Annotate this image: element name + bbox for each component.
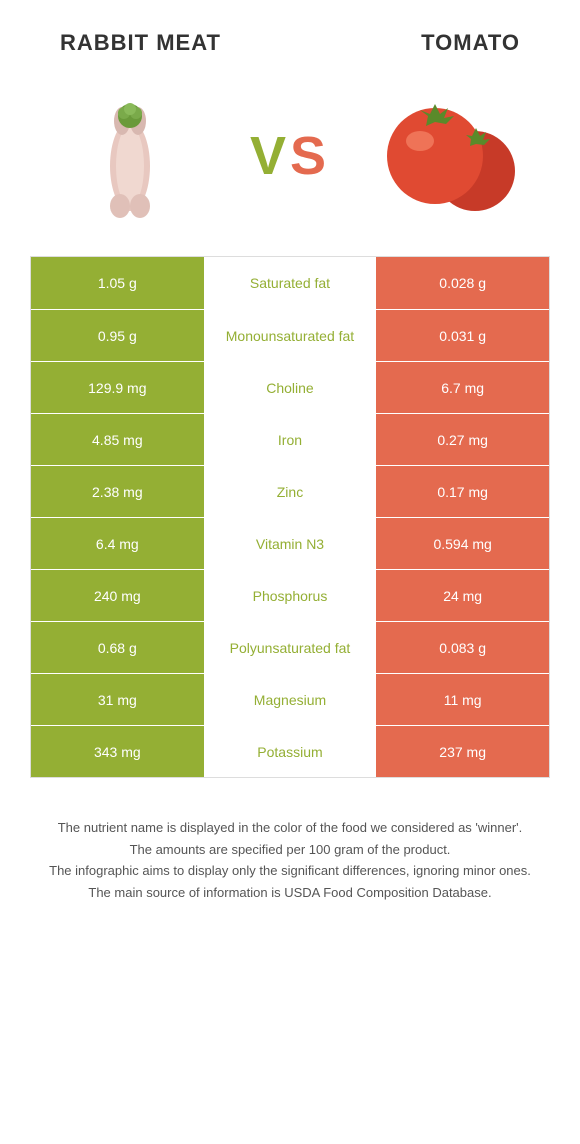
table-row: 31 mgMagnesium11 mg [31,673,549,725]
vs-label: VS [250,125,330,187]
vs-s: S [290,126,330,186]
nutrient-label: Vitamin N3 [204,518,377,569]
nutrient-label: Iron [204,414,377,465]
right-value: 0.028 g [376,257,549,309]
table-row: 240 mgPhosphorus24 mg [31,569,549,621]
left-value: 31 mg [31,674,204,725]
nutrient-label: Choline [204,362,377,413]
table-row: 343 mgPotassium237 mg [31,725,549,777]
right-value: 11 mg [376,674,549,725]
table-row: 6.4 mgVitamin N30.594 mg [31,517,549,569]
nutrient-label: Potassium [204,726,377,777]
vs-v: V [250,126,290,186]
footer-notes: The nutrient name is displayed in the co… [30,818,550,902]
right-value: 0.083 g [376,622,549,673]
table-row: 2.38 mgZinc0.17 mg [31,465,549,517]
table-row: 0.68 gPolyunsaturated fat0.083 g [31,621,549,673]
table-row: 4.85 mgIron0.27 mg [31,413,549,465]
nutrient-label: Polyunsaturated fat [204,622,377,673]
table-row: 129.9 mgCholine6.7 mg [31,361,549,413]
images-row: VS [30,76,550,256]
right-food-image [380,86,520,226]
header: RABBIT MEAT TOMATO [30,20,550,76]
left-value: 2.38 mg [31,466,204,517]
nutrient-label: Phosphorus [204,570,377,621]
table-row: 1.05 gSaturated fat0.028 g [31,257,549,309]
right-value: 24 mg [376,570,549,621]
nutrient-label: Zinc [204,466,377,517]
right-value: 0.27 mg [376,414,549,465]
right-value: 0.17 mg [376,466,549,517]
right-value: 0.594 mg [376,518,549,569]
footer-line-2: The amounts are specified per 100 gram o… [40,840,540,860]
left-value: 240 mg [31,570,204,621]
left-value: 343 mg [31,726,204,777]
right-value: 237 mg [376,726,549,777]
right-food-title: TOMATO [421,30,520,56]
footer-line-3: The infographic aims to display only the… [40,861,540,881]
tomato-icon [380,96,520,216]
left-food-image [60,86,200,226]
left-food-title: RABBIT MEAT [60,30,221,56]
nutrient-label: Saturated fat [204,257,377,309]
nutrient-table: 1.05 gSaturated fat0.028 g0.95 gMonounsa… [30,256,550,778]
nutrient-label: Magnesium [204,674,377,725]
left-value: 0.68 g [31,622,204,673]
right-value: 0.031 g [376,310,549,361]
footer-line-4: The main source of information is USDA F… [40,883,540,903]
left-value: 129.9 mg [31,362,204,413]
rabbit-meat-icon [90,91,170,221]
right-value: 6.7 mg [376,362,549,413]
nutrient-label: Monounsaturated fat [204,310,377,361]
left-value: 1.05 g [31,257,204,309]
left-value: 0.95 g [31,310,204,361]
table-row: 0.95 gMonounsaturated fat0.031 g [31,309,549,361]
footer-line-1: The nutrient name is displayed in the co… [40,818,540,838]
left-value: 6.4 mg [31,518,204,569]
left-value: 4.85 mg [31,414,204,465]
